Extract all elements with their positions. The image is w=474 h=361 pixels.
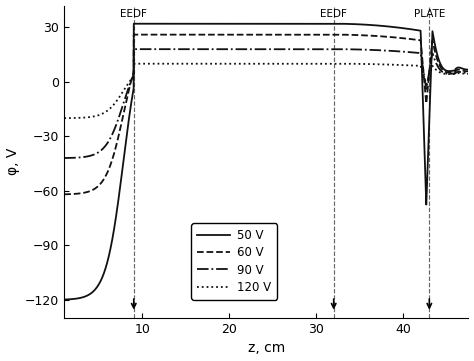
50 V <box>61 297 67 302</box>
120 V <box>465 71 471 76</box>
Legend: 50 V, 60 V, 90 V, 120 V: 50 V, 60 V, 90 V, 120 V <box>191 223 277 300</box>
50 V <box>414 28 420 32</box>
50 V <box>465 68 471 72</box>
Text: PLATE: PLATE <box>414 9 445 19</box>
50 V <box>131 22 137 26</box>
50 V <box>458 66 464 70</box>
60 V <box>465 69 471 73</box>
120 V <box>217 61 222 66</box>
60 V <box>132 32 137 37</box>
90 V <box>234 47 240 51</box>
120 V <box>61 116 67 120</box>
90 V <box>458 70 464 74</box>
60 V <box>61 192 67 196</box>
90 V <box>217 47 222 51</box>
Y-axis label: φ, V: φ, V <box>6 148 19 175</box>
120 V <box>234 61 240 66</box>
90 V <box>131 47 137 51</box>
Line: 60 V: 60 V <box>64 35 468 194</box>
90 V <box>61 156 67 160</box>
50 V <box>132 22 137 26</box>
60 V <box>234 32 240 37</box>
Line: 120 V: 120 V <box>64 64 468 118</box>
90 V <box>132 47 137 51</box>
120 V <box>108 106 113 110</box>
50 V <box>108 247 113 252</box>
60 V <box>414 38 420 42</box>
50 V <box>217 22 222 26</box>
60 V <box>217 32 222 37</box>
120 V <box>131 61 137 66</box>
60 V <box>108 163 113 168</box>
60 V <box>131 32 137 37</box>
90 V <box>414 51 420 55</box>
120 V <box>414 64 420 68</box>
90 V <box>465 71 471 75</box>
Line: 90 V: 90 V <box>64 49 468 158</box>
120 V <box>458 71 464 75</box>
60 V <box>458 68 464 72</box>
X-axis label: z, cm: z, cm <box>248 342 285 356</box>
90 V <box>108 136 113 140</box>
50 V <box>234 22 240 26</box>
Line: 50 V: 50 V <box>64 24 468 300</box>
Text: EEDF: EEDF <box>120 9 147 19</box>
Text: EEDF: EEDF <box>320 9 347 19</box>
120 V <box>132 61 137 66</box>
